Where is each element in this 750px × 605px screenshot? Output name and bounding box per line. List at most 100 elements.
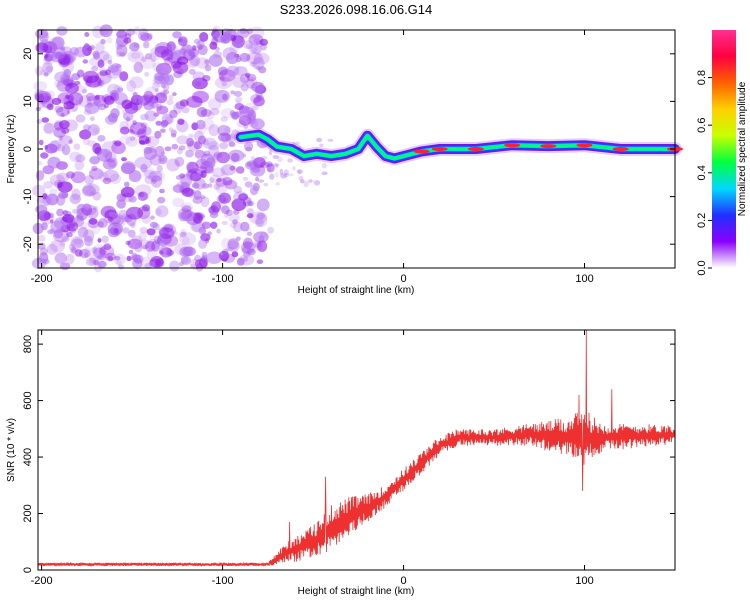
spectrogram-noise-blob	[116, 199, 126, 209]
spectrogram-noise-blob	[132, 120, 137, 125]
spectrogram-noise-blob	[198, 239, 208, 249]
spectrogram-noise-blob	[246, 28, 253, 35]
colorbar-gradient	[712, 30, 736, 268]
spectrogram-noise-blob	[279, 168, 284, 176]
spectrogram-noise-blob	[132, 97, 137, 103]
spectrogram-noise-blob	[201, 221, 212, 229]
spectrogram-noise-blob	[35, 42, 49, 53]
spectrogram-noise-blob	[212, 153, 219, 161]
spectrogram-noise-blob	[268, 149, 273, 156]
spectrogram-noise-blob	[128, 170, 142, 183]
spectrogram-noise-blob	[192, 90, 209, 104]
spectrogram-noise-blob	[38, 94, 44, 101]
spectrogram-noise-blob	[50, 219, 54, 224]
spectrogram-noise-blob	[69, 47, 80, 56]
spectrogram-noise-blob	[176, 135, 189, 145]
spectrogram-noise-blob	[265, 161, 273, 168]
spectrogram-noise-blob	[297, 169, 304, 175]
spectrogram-noise-blob	[32, 184, 46, 197]
spectrogram-noise-blob	[61, 236, 70, 243]
spectrogram-noise-blob	[105, 66, 122, 79]
spectrogram-noise-blob	[162, 89, 170, 95]
spectrogram-noise-blob	[107, 256, 114, 262]
spectrogram-noise-blob	[56, 26, 68, 36]
spectrogram-noise-blob	[35, 205, 48, 214]
spectrogram-noise-blob	[103, 215, 112, 224]
spectrogram-noise-blob	[46, 193, 59, 206]
spectrogram-noise-blob	[128, 229, 136, 238]
spectrogram-ridge-peak	[540, 144, 557, 149]
spectrogram-noise-blob	[40, 152, 49, 159]
spectrogram-noise-blob	[179, 231, 187, 238]
spectrogram-noise-blob	[200, 196, 210, 208]
spectrogram-noise-blob	[222, 176, 233, 186]
spectrogram-noise-blob	[155, 62, 172, 76]
spectrogram-noise-blob	[252, 46, 261, 56]
spectrogram-noise-blob	[110, 89, 119, 97]
spectrogram-noise-blob	[146, 228, 156, 236]
spectrogram-noise-blob	[141, 215, 151, 224]
spectrogram-noise-blob	[145, 53, 153, 60]
spectrogram-noise-blob	[160, 151, 166, 156]
spectrogram-noise-blob	[139, 57, 156, 69]
spectrogram-noise-blob	[154, 170, 166, 182]
spectrogram-noise-blob	[258, 179, 265, 183]
spectrogram-noise-blob	[94, 94, 100, 100]
spectrogram-noise-blob	[259, 38, 269, 46]
spectrogram-noise-blob	[35, 65, 44, 76]
spectrogram-noise-blob	[43, 122, 55, 134]
spectrogram-noise-blob	[133, 61, 144, 73]
spectrogram-noise-blob	[210, 221, 218, 229]
spectrogram-noise-blob	[115, 220, 126, 228]
spectrogram-noise-blob	[307, 179, 313, 184]
spectrogram-noise-blob	[152, 62, 164, 73]
spectrogram-noise-blob	[65, 253, 75, 265]
spectrogram-noise-blob	[149, 221, 158, 228]
spectrogram-noise-blob	[52, 229, 69, 243]
spectrogram-noise-blob	[246, 231, 253, 237]
spectrogram-noise-blob	[66, 221, 79, 232]
spectrogram-noise-blob	[191, 182, 200, 189]
spectrogram-noise-blob	[116, 87, 124, 93]
spectrogram-noise-blob	[179, 232, 196, 246]
spectrogram-noise-blob	[194, 130, 204, 142]
snr-x-tick-label: 0	[400, 575, 406, 587]
spectrogram-noise-blob	[242, 251, 251, 258]
spectrogram-noise-blob	[209, 174, 221, 184]
spectrogram-y-tick-label: 10	[22, 95, 34, 107]
spectrogram-noise-blob	[88, 218, 98, 225]
spectrogram-noise-blob	[96, 255, 103, 260]
spectrogram-noise-blob	[76, 203, 87, 215]
spectrogram-noise-blob	[201, 255, 208, 263]
spectrogram-noise-blob	[149, 261, 156, 267]
spectrogram-noise-blob	[89, 156, 100, 165]
colorbar: 0.0 0.2 0.4 0.6 0.8 Normalized spectral ampl…	[696, 30, 748, 276]
spectrogram-noise-blob	[156, 164, 163, 173]
spectrogram-noise-blob	[98, 50, 110, 62]
spectrogram-noise-blob	[151, 240, 160, 252]
spectrogram-noise-blob	[107, 83, 121, 97]
spectrogram-noise-blob	[128, 195, 137, 203]
snr-background	[38, 330, 675, 570]
spectrogram-noise-blob	[115, 51, 123, 58]
spectrogram-noise-blob	[75, 100, 82, 107]
spectrogram-noise-blob	[246, 113, 256, 125]
spectrogram-noise-blob	[86, 92, 95, 102]
spectrogram-noise-blob	[98, 171, 109, 182]
spectrogram-noise-blob	[46, 243, 58, 255]
spectrogram-noise-blob	[225, 33, 233, 40]
spectrogram-noise-blob	[77, 226, 89, 238]
spectrogram-noise-blob	[166, 42, 174, 51]
spectrogram-noise-blob	[267, 166, 271, 172]
spectrogram-noise-blob	[194, 149, 205, 159]
spectrogram-noise-blob	[84, 175, 95, 185]
spectrogram-noise-blob	[253, 52, 270, 65]
spectrogram-noise-blob	[243, 40, 253, 50]
spectrogram-noise-blob	[148, 172, 158, 179]
spectrogram-noise-blob	[38, 31, 49, 43]
spectrogram-noise-blob	[93, 247, 106, 259]
colorbar-ticks: 0.0 0.2 0.4 0.6 0.8	[696, 70, 712, 276]
spectrogram-noise-blob	[215, 177, 227, 187]
spectrogram-noise-blob	[226, 65, 240, 78]
